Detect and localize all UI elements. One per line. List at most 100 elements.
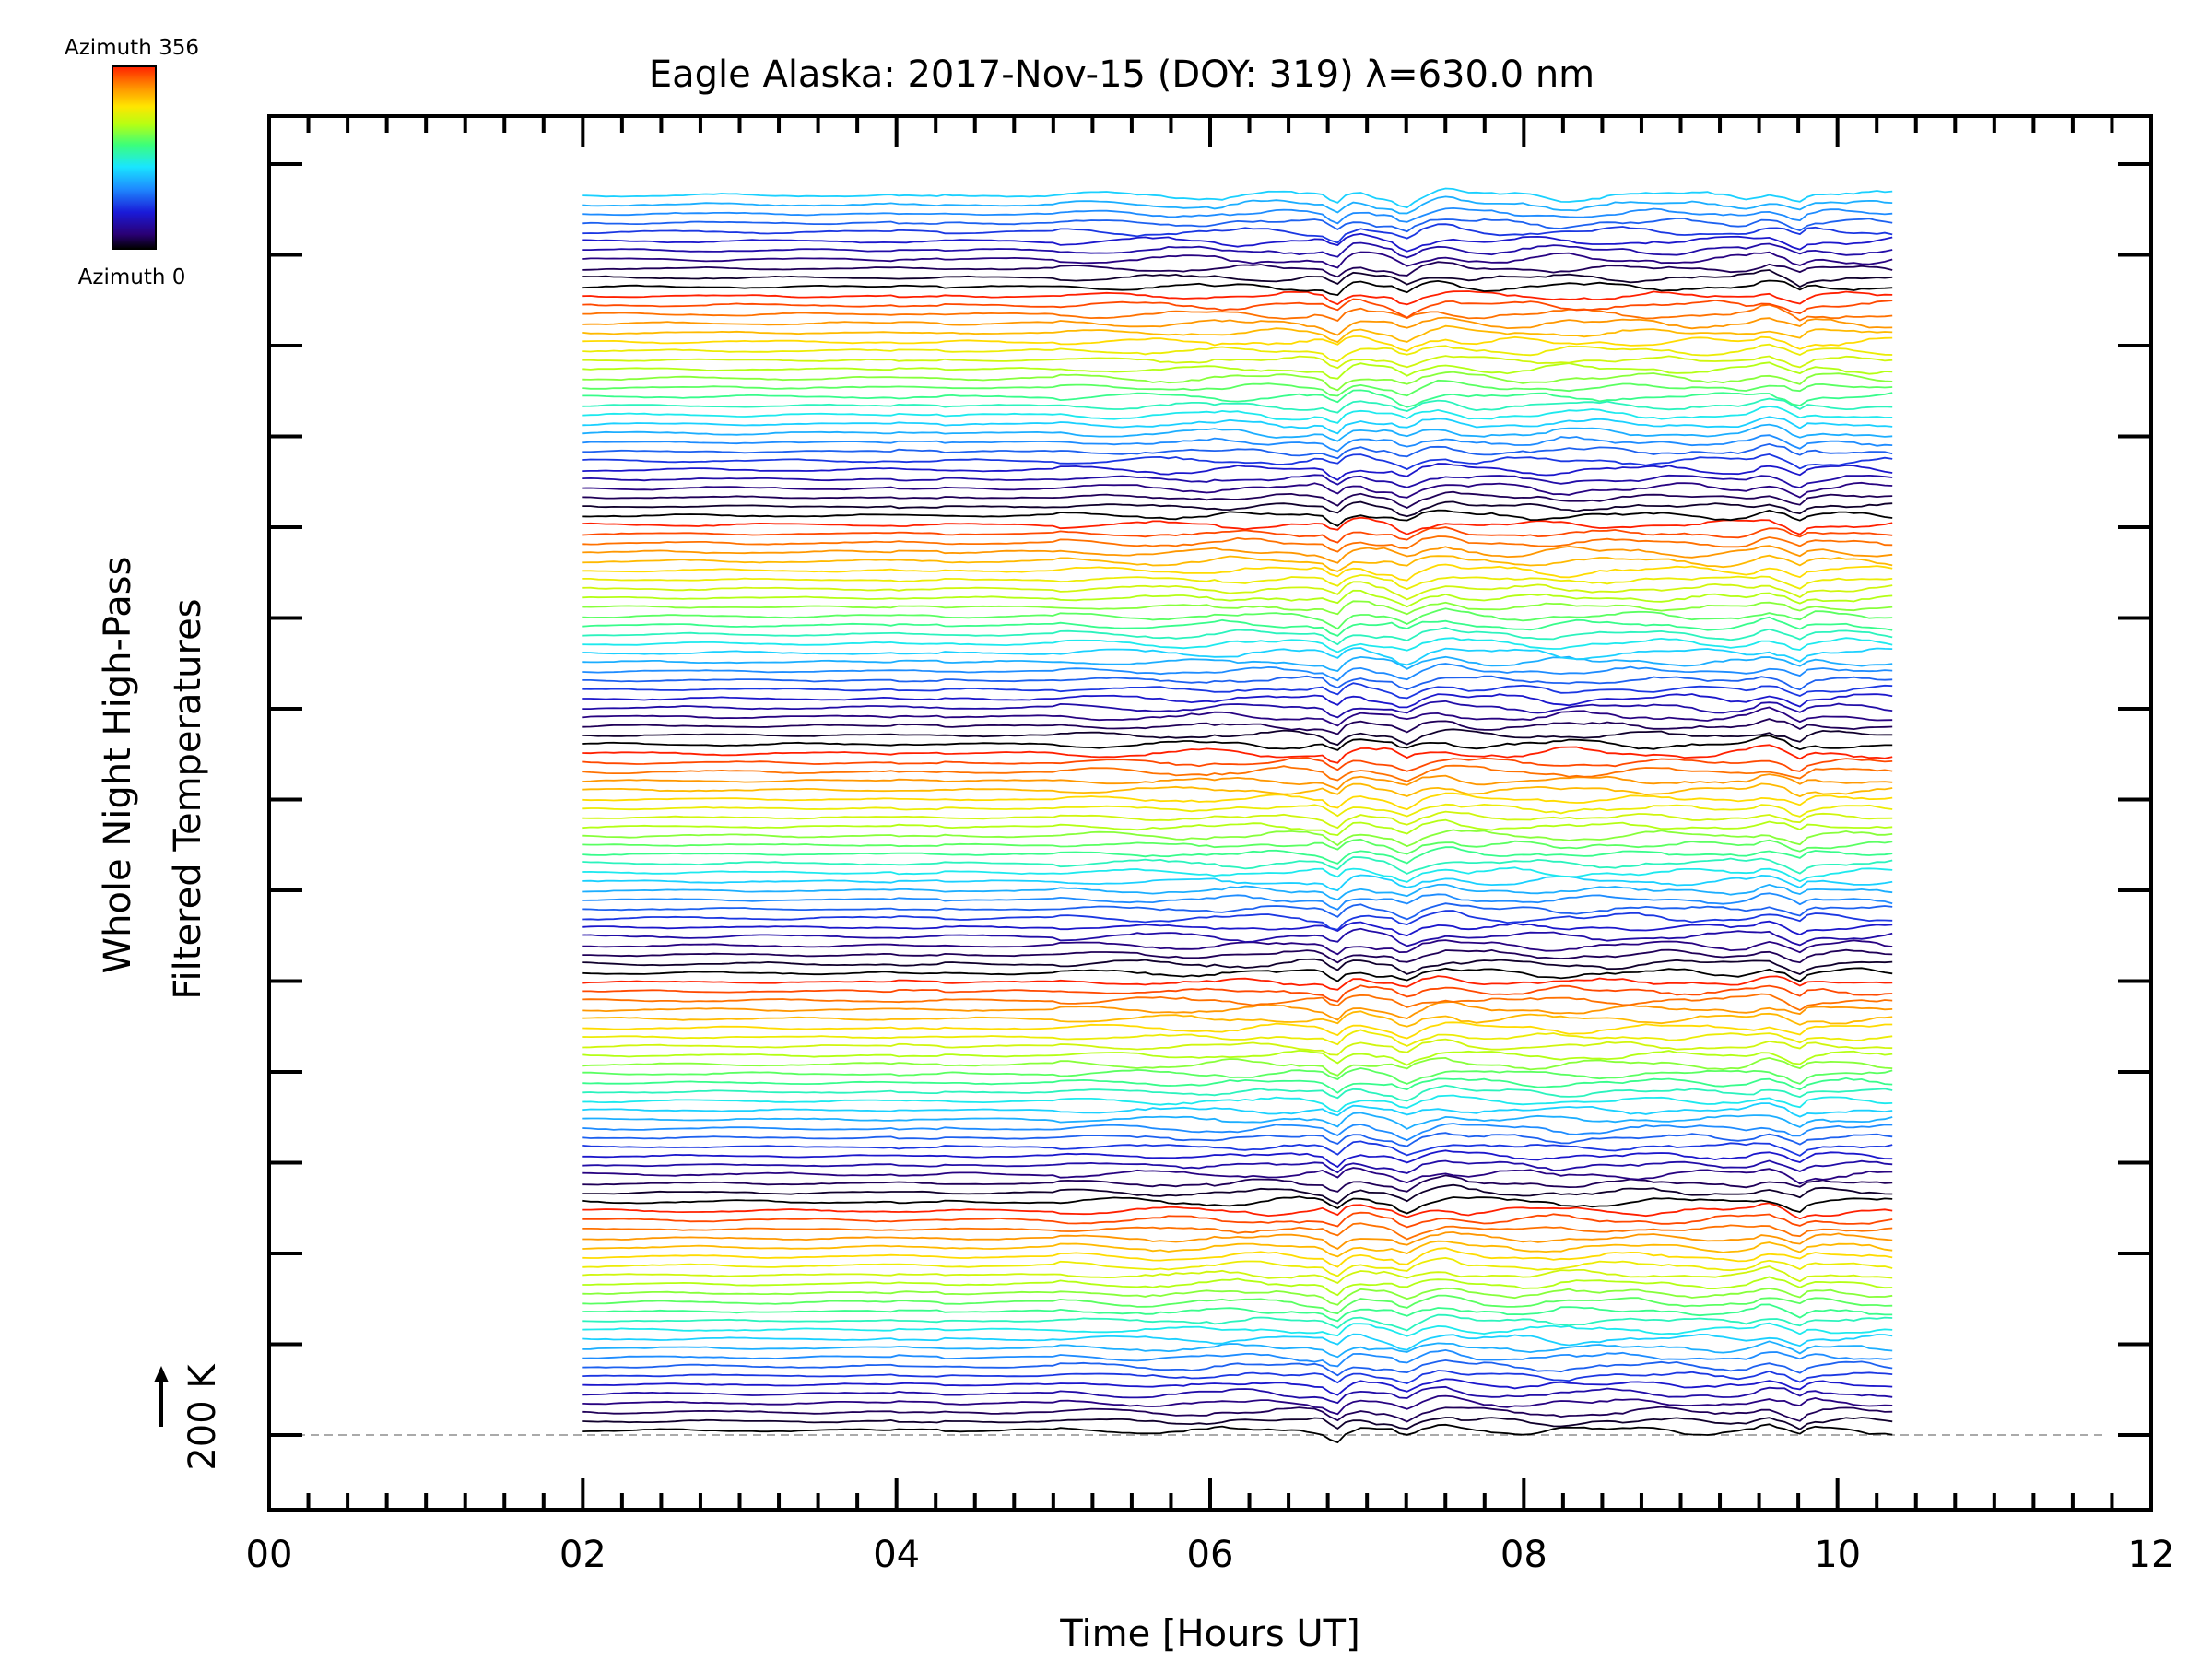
trace-line (582, 735, 1893, 751)
trace-line (582, 1123, 1893, 1142)
axis-ticks (267, 116, 2153, 1510)
trace-line (582, 1222, 1893, 1241)
trace-line (582, 744, 1893, 764)
trace-line (582, 1385, 1893, 1405)
trace-line (582, 655, 1893, 672)
trace-line (582, 1112, 1893, 1130)
trace-line (582, 195, 1893, 215)
trace-line (582, 1102, 1893, 1118)
trace-line (582, 490, 1893, 510)
trace-line (582, 874, 1893, 892)
trace-line (582, 1149, 1893, 1169)
trace-line (582, 1159, 1893, 1174)
x-tick-label: 08 (1500, 1534, 1547, 1576)
trace-line (582, 500, 1893, 518)
trace-line (582, 984, 1893, 1003)
trace-line (582, 1056, 1893, 1077)
trace-line (582, 782, 1893, 798)
x-tick-label: 02 (559, 1534, 606, 1576)
trace-line (582, 1417, 1893, 1430)
trace-line (582, 967, 1893, 982)
trace-line (582, 509, 1893, 527)
trace-line (582, 1140, 1893, 1157)
trace-line (582, 728, 1893, 747)
trace-line (582, 1256, 1893, 1277)
trace-line (582, 792, 1893, 811)
x-tick-label: 10 (1814, 1534, 1861, 1576)
trace-line (582, 223, 1893, 244)
trace-line (582, 939, 1893, 956)
trace-line (582, 423, 1893, 442)
trace-line (582, 927, 1893, 947)
trace-line (582, 335, 1893, 352)
trace-line (582, 1313, 1893, 1332)
trace-line (582, 647, 1893, 666)
trace-line (582, 343, 1893, 363)
trace-line (582, 883, 1893, 901)
trace-line (582, 1333, 1893, 1351)
trace-line (582, 1067, 1893, 1085)
x-tick-label: 12 (2128, 1534, 2175, 1576)
trace-line (582, 261, 1893, 278)
trace-line (582, 693, 1893, 709)
trace-line (582, 1211, 1893, 1229)
chart-title: Eagle Alaska: 2017-Nov-15 (DOY: 319) λ=6… (649, 53, 1594, 96)
trace-line (582, 232, 1893, 253)
trace-line (582, 269, 1893, 288)
trace-line (582, 474, 1893, 489)
trace-line (582, 397, 1893, 414)
trace-line (582, 718, 1893, 735)
colorbar (112, 65, 157, 250)
trace-line (582, 700, 1893, 719)
trace-line (582, 279, 1893, 297)
trace-line (582, 1359, 1893, 1377)
trace-line (582, 316, 1893, 336)
trace-line (582, 892, 1893, 911)
trace-line (582, 856, 1893, 875)
trace-line (582, 1378, 1893, 1396)
trace-line (582, 361, 1893, 380)
trace-line (582, 554, 1893, 572)
trace-line (582, 1132, 1893, 1147)
trace-line (582, 1202, 1893, 1220)
trace-line (582, 1230, 1893, 1250)
trace-line (582, 1077, 1893, 1094)
scale-label: 200 K (182, 1363, 224, 1471)
trace-line (582, 627, 1893, 646)
trace-line (582, 1240, 1893, 1258)
y-axis-label-line1: Whole Night High-Pass (97, 557, 139, 974)
trace-line (582, 1370, 1893, 1384)
traces (582, 187, 1893, 1444)
trace-line (582, 1195, 1893, 1215)
scale-indicator: 200 K (154, 1363, 224, 1471)
x-tick-label: 00 (246, 1534, 293, 1576)
trace-line (582, 706, 1893, 727)
trace-line (582, 1406, 1893, 1423)
trace-line (582, 616, 1893, 637)
trace-line (582, 574, 1893, 591)
trace-line (582, 1084, 1893, 1102)
trace-line (582, 1049, 1893, 1066)
x-axis-label: Time [Hours UT] (1059, 1613, 1359, 1655)
trace-line (582, 948, 1893, 964)
trace-line (582, 1265, 1893, 1285)
trace-line (582, 764, 1893, 782)
trace-line (582, 379, 1893, 397)
trace-line (582, 251, 1893, 269)
trace-line (582, 803, 1893, 818)
trace-line (582, 829, 1893, 848)
trace-line (582, 563, 1893, 582)
y-axis-label-line2: Filtered Temperatures (167, 598, 209, 999)
x-tick-labels: 00 02 04 06 08 10 12 (246, 1534, 2175, 1576)
trace-line (582, 324, 1893, 344)
y-axis-label: Whole Night High-Pass Filtered Temperatu… (97, 557, 209, 1000)
trace-line (582, 416, 1893, 435)
trace-line (582, 453, 1893, 471)
trace-line (582, 757, 1893, 772)
trace-line (582, 355, 1893, 370)
trace-line (582, 516, 1893, 535)
trace-line (582, 545, 1893, 564)
trace-line (582, 1394, 1893, 1416)
trace-line (582, 303, 1893, 323)
